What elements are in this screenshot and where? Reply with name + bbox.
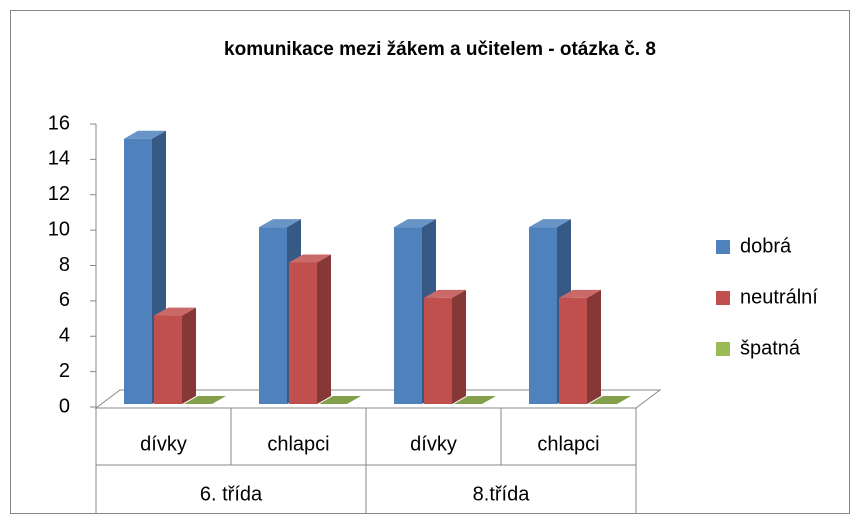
bar-top xyxy=(394,219,436,228)
bar-front xyxy=(424,297,452,404)
group-label: 6. třída xyxy=(200,483,263,505)
legend-swatch xyxy=(716,342,730,356)
y-tick-label: 12 xyxy=(48,183,70,205)
bar xyxy=(319,396,361,404)
bar xyxy=(424,289,466,404)
bar-front xyxy=(124,138,152,404)
y-tick-label: 6 xyxy=(59,289,70,311)
bar-top xyxy=(124,130,166,139)
bar-top xyxy=(184,396,226,404)
bar-top xyxy=(529,219,571,228)
bar-side xyxy=(182,307,196,404)
y-tick-label: 10 xyxy=(48,218,70,240)
bar xyxy=(154,307,196,404)
bar-top xyxy=(289,254,331,263)
y-tick-label: 2 xyxy=(59,360,70,382)
legend-label: špatná xyxy=(740,337,801,359)
y-tick-label: 14 xyxy=(48,148,70,170)
legend-label: neutrální xyxy=(740,286,818,308)
bar-side xyxy=(317,254,331,404)
bar-side xyxy=(587,289,601,404)
y-tick-label: 4 xyxy=(59,325,70,347)
bar-top xyxy=(319,396,361,404)
bar-top xyxy=(154,307,196,316)
floor xyxy=(94,389,662,409)
x-tick-label: chlapci xyxy=(537,433,599,455)
bar xyxy=(289,254,331,404)
bar-front xyxy=(394,227,422,404)
x-tick-label: dívky xyxy=(410,433,457,455)
y-tick-label: 0 xyxy=(59,395,70,417)
bar-front xyxy=(289,262,317,404)
y-tick-label: 8 xyxy=(59,254,70,276)
bar xyxy=(184,396,226,404)
legend-swatch xyxy=(716,240,730,254)
bar-front xyxy=(259,227,287,404)
chart-title: komunikace mezi žákem a učitelem - otázk… xyxy=(224,39,656,60)
bar-top xyxy=(589,396,631,404)
bar xyxy=(454,396,496,404)
bar-front xyxy=(529,227,557,404)
legend-label: dobrá xyxy=(740,235,792,257)
bar-top xyxy=(454,396,496,404)
x-tick-label: dívky xyxy=(140,433,187,455)
legend-swatch xyxy=(716,291,730,305)
bar xyxy=(589,396,631,404)
bar-side xyxy=(452,289,466,404)
bar-front xyxy=(559,297,587,404)
bar-top xyxy=(559,289,601,298)
bar-top xyxy=(259,219,301,228)
bar xyxy=(559,289,601,404)
y-tick-label: 16 xyxy=(48,112,70,134)
group-label: 8.třída xyxy=(473,483,531,505)
bar-front xyxy=(154,315,182,404)
x-tick-label: chlapci xyxy=(267,433,329,455)
bar-top xyxy=(424,289,466,298)
